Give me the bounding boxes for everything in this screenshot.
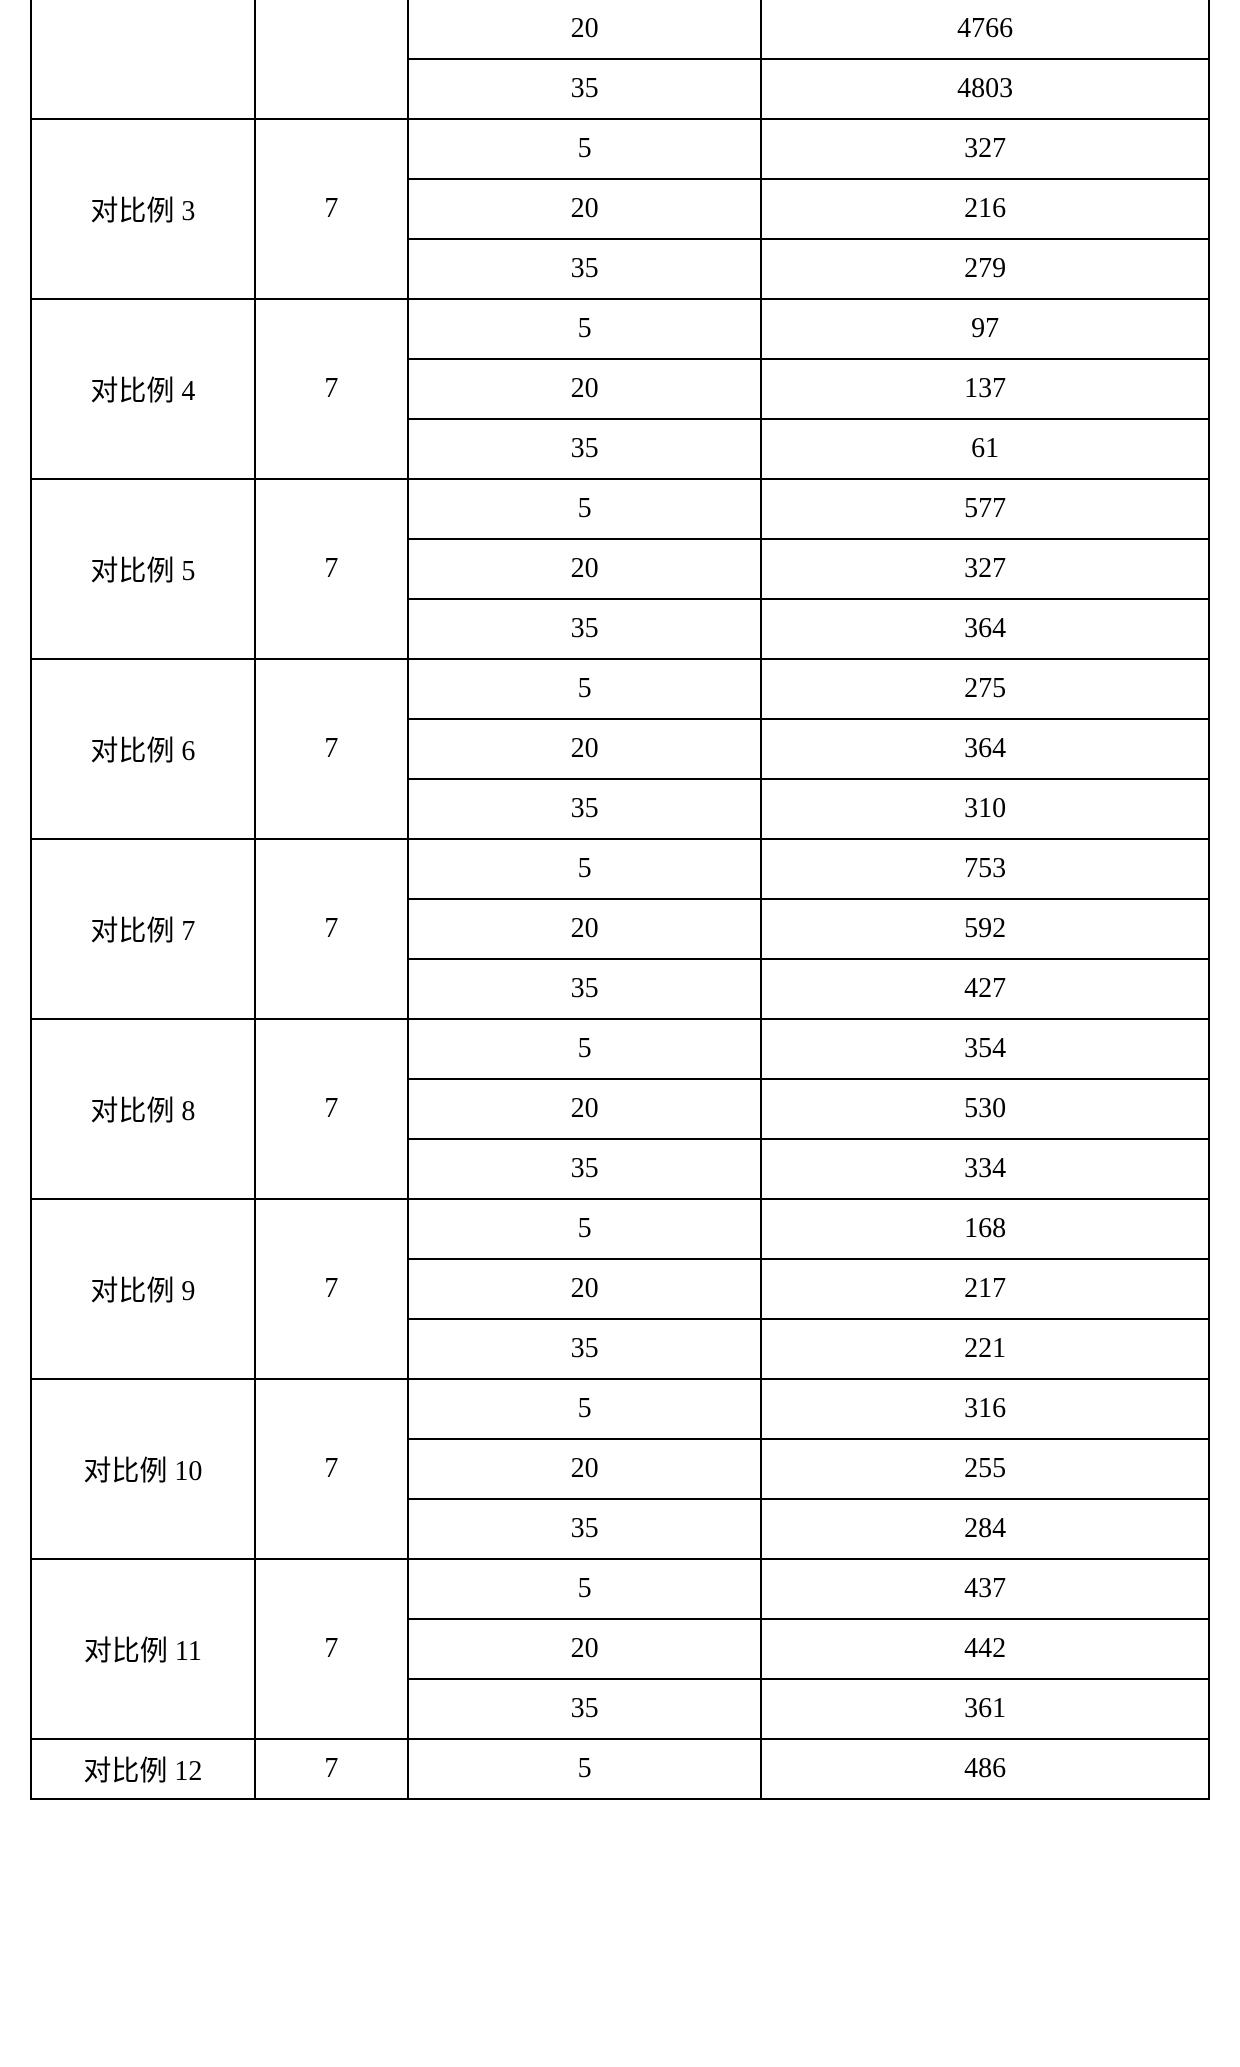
group-label-cell: 对比例 8 bbox=[31, 1019, 255, 1199]
group-label-cell: 对比例 6 bbox=[31, 659, 255, 839]
value-c3-cell: 35 bbox=[408, 599, 761, 659]
group-col2-cell: 7 bbox=[255, 1559, 408, 1739]
value-c4-cell: 530 bbox=[761, 1079, 1209, 1139]
value-c4-cell: 310 bbox=[761, 779, 1209, 839]
value-c3-cell: 35 bbox=[408, 1319, 761, 1379]
group-col2-cell: 7 bbox=[255, 1739, 408, 1799]
data-table: 204766354803对比例 3753272021635279对比例 4759… bbox=[30, 0, 1210, 1800]
value-c4-cell: 753 bbox=[761, 839, 1209, 899]
value-c3-cell: 20 bbox=[408, 899, 761, 959]
value-c4-cell: 334 bbox=[761, 1139, 1209, 1199]
value-c4-cell: 592 bbox=[761, 899, 1209, 959]
table-row: 对比例 775753 bbox=[31, 839, 1209, 899]
value-c3-cell: 35 bbox=[408, 419, 761, 479]
value-c3-cell: 5 bbox=[408, 659, 761, 719]
value-c4-cell: 221 bbox=[761, 1319, 1209, 1379]
value-c3-cell: 35 bbox=[408, 59, 761, 119]
value-c4-cell: 327 bbox=[761, 119, 1209, 179]
group-label-cell: 对比例 3 bbox=[31, 119, 255, 299]
group-label-cell: 对比例 5 bbox=[31, 479, 255, 659]
group-col2-cell: 7 bbox=[255, 1019, 408, 1199]
group-col2-cell: 7 bbox=[255, 1379, 408, 1559]
value-c4-cell: 486 bbox=[761, 1739, 1209, 1799]
value-c3-cell: 5 bbox=[408, 1559, 761, 1619]
value-c3-cell: 35 bbox=[408, 1139, 761, 1199]
table-row: 对比例 1075316 bbox=[31, 1379, 1209, 1439]
value-c3-cell: 35 bbox=[408, 1499, 761, 1559]
value-c4-cell: 275 bbox=[761, 659, 1209, 719]
value-c3-cell: 20 bbox=[408, 359, 761, 419]
value-c3-cell: 5 bbox=[408, 119, 761, 179]
value-c4-cell: 442 bbox=[761, 1619, 1209, 1679]
value-c3-cell: 20 bbox=[408, 719, 761, 779]
value-c3-cell: 35 bbox=[408, 779, 761, 839]
table-row: 对比例 47597 bbox=[31, 299, 1209, 359]
value-c4-cell: 4766 bbox=[761, 0, 1209, 59]
value-c4-cell: 354 bbox=[761, 1019, 1209, 1079]
table-row: 对比例 1275486 bbox=[31, 1739, 1209, 1799]
value-c3-cell: 20 bbox=[408, 1259, 761, 1319]
value-c4-cell: 577 bbox=[761, 479, 1209, 539]
value-c3-cell: 20 bbox=[408, 1619, 761, 1679]
table-row: 对比例 675275 bbox=[31, 659, 1209, 719]
value-c4-cell: 437 bbox=[761, 1559, 1209, 1619]
table-row: 对比例 1175437 bbox=[31, 1559, 1209, 1619]
group-label-cell: 对比例 7 bbox=[31, 839, 255, 1019]
value-c3-cell: 5 bbox=[408, 1199, 761, 1259]
group-col2-cell: 7 bbox=[255, 659, 408, 839]
group-label-cell bbox=[31, 0, 255, 119]
value-c3-cell: 5 bbox=[408, 479, 761, 539]
value-c3-cell: 5 bbox=[408, 299, 761, 359]
value-c3-cell: 35 bbox=[408, 1679, 761, 1739]
table-row: 204766 bbox=[31, 0, 1209, 59]
value-c3-cell: 5 bbox=[408, 1739, 761, 1799]
value-c4-cell: 217 bbox=[761, 1259, 1209, 1319]
value-c4-cell: 61 bbox=[761, 419, 1209, 479]
value-c3-cell: 20 bbox=[408, 179, 761, 239]
value-c3-cell: 20 bbox=[408, 1439, 761, 1499]
value-c3-cell: 5 bbox=[408, 1019, 761, 1079]
value-c4-cell: 137 bbox=[761, 359, 1209, 419]
value-c4-cell: 255 bbox=[761, 1439, 1209, 1499]
group-col2-cell: 7 bbox=[255, 839, 408, 1019]
group-col2-cell: 7 bbox=[255, 299, 408, 479]
table-row: 对比例 375327 bbox=[31, 119, 1209, 179]
group-label-cell: 对比例 10 bbox=[31, 1379, 255, 1559]
value-c4-cell: 364 bbox=[761, 599, 1209, 659]
value-c3-cell: 20 bbox=[408, 1079, 761, 1139]
value-c4-cell: 316 bbox=[761, 1379, 1209, 1439]
value-c3-cell: 20 bbox=[408, 539, 761, 599]
value-c4-cell: 4803 bbox=[761, 59, 1209, 119]
value-c4-cell: 361 bbox=[761, 1679, 1209, 1739]
group-label-cell: 对比例 4 bbox=[31, 299, 255, 479]
value-c4-cell: 168 bbox=[761, 1199, 1209, 1259]
value-c4-cell: 327 bbox=[761, 539, 1209, 599]
table-row: 对比例 875354 bbox=[31, 1019, 1209, 1079]
group-col2-cell: 7 bbox=[255, 479, 408, 659]
group-col2-cell: 7 bbox=[255, 1199, 408, 1379]
table-row: 对比例 575577 bbox=[31, 479, 1209, 539]
value-c4-cell: 427 bbox=[761, 959, 1209, 1019]
group-col2-cell bbox=[255, 0, 408, 119]
value-c3-cell: 35 bbox=[408, 239, 761, 299]
group-col2-cell: 7 bbox=[255, 119, 408, 299]
value-c4-cell: 284 bbox=[761, 1499, 1209, 1559]
value-c4-cell: 216 bbox=[761, 179, 1209, 239]
value-c3-cell: 5 bbox=[408, 839, 761, 899]
group-label-cell: 对比例 12 bbox=[31, 1739, 255, 1799]
group-label-cell: 对比例 9 bbox=[31, 1199, 255, 1379]
group-label-cell: 对比例 11 bbox=[31, 1559, 255, 1739]
value-c4-cell: 279 bbox=[761, 239, 1209, 299]
value-c3-cell: 5 bbox=[408, 1379, 761, 1439]
value-c4-cell: 364 bbox=[761, 719, 1209, 779]
value-c4-cell: 97 bbox=[761, 299, 1209, 359]
table-row: 对比例 975168 bbox=[31, 1199, 1209, 1259]
value-c3-cell: 20 bbox=[408, 0, 761, 59]
value-c3-cell: 35 bbox=[408, 959, 761, 1019]
